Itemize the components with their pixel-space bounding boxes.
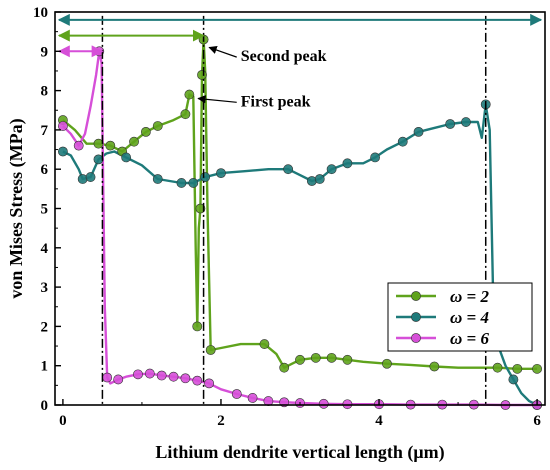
data-point xyxy=(152,174,163,184)
data-point xyxy=(192,321,203,332)
data-point xyxy=(152,121,163,131)
y-tick-label: 5 xyxy=(41,202,49,218)
y-tick-label: 1 xyxy=(41,359,49,375)
data-point xyxy=(168,371,179,382)
data-point xyxy=(512,363,523,374)
axes: 0 1 2 3 4 5 6 7 8 9 10 0 2 4 6 Lithium dendrite vertica… xyxy=(6,5,546,463)
data-point xyxy=(247,393,258,403)
data-point xyxy=(318,398,329,409)
data-point xyxy=(259,339,270,349)
x-axis-title: Lithium dendrite vertical length (μm) xyxy=(155,442,444,463)
y-tick-label: 10 xyxy=(33,5,48,21)
data-point xyxy=(176,178,187,188)
legend: ω = 2 ω = 4 ω = 6 xyxy=(387,282,533,352)
data-point xyxy=(188,178,199,188)
y-tick-label: 7 xyxy=(41,123,49,139)
data-point xyxy=(58,121,68,131)
data-point xyxy=(310,352,321,363)
data-point xyxy=(461,117,471,127)
data-point xyxy=(58,146,68,157)
data-point xyxy=(370,152,380,163)
y-tick-label: 2 xyxy=(41,319,49,335)
legend-label: ω = 6 xyxy=(450,329,489,348)
data-point xyxy=(295,354,305,365)
data-point xyxy=(121,152,132,163)
data-point xyxy=(200,172,211,182)
data-point xyxy=(192,375,203,386)
plot-area: Second peak First peak xyxy=(57,13,543,410)
data-point xyxy=(85,172,96,182)
y-tick-label: 3 xyxy=(41,280,49,296)
data-point xyxy=(397,136,408,147)
data-point xyxy=(144,368,155,379)
data-point xyxy=(140,126,151,137)
annotation-arrow xyxy=(208,45,237,58)
legend-label: ω = 4 xyxy=(450,308,489,327)
x-tick-label: 6 xyxy=(533,413,541,429)
data-point xyxy=(342,158,353,169)
data-point xyxy=(216,168,226,179)
data-point xyxy=(342,354,353,365)
data-point xyxy=(532,363,542,374)
data-point xyxy=(73,140,84,151)
series-line-1 xyxy=(62,38,538,370)
data-point xyxy=(180,109,191,120)
x-tick-label: 0 xyxy=(59,413,67,429)
data-point xyxy=(180,373,191,384)
annotation-label: Second peak xyxy=(241,48,327,65)
data-point xyxy=(382,358,392,369)
legend-marker xyxy=(411,312,421,322)
data-point xyxy=(129,136,139,147)
y-tick-label: 8 xyxy=(41,84,49,100)
x-tick-label: 4 xyxy=(375,413,383,429)
y-axis-title: von Mises Stress (MPa) xyxy=(6,118,27,298)
data-point xyxy=(492,362,503,373)
data-point xyxy=(195,203,206,214)
data-point xyxy=(326,164,337,175)
data-point xyxy=(231,389,242,399)
y-tick-label: 4 xyxy=(41,241,49,257)
data-point xyxy=(508,374,519,385)
data-point xyxy=(184,89,195,100)
legend-marker xyxy=(411,291,421,301)
data-point xyxy=(102,372,113,383)
data-point xyxy=(314,174,325,184)
annotation-label: First peak xyxy=(241,93,311,110)
data-point xyxy=(133,369,143,380)
y-tick-label: 9 xyxy=(41,44,49,60)
data-point xyxy=(445,119,456,129)
y-tick-label: 0 xyxy=(41,398,49,414)
data-point xyxy=(279,362,290,373)
data-point xyxy=(105,140,116,151)
data-point xyxy=(205,345,216,355)
legend-marker xyxy=(411,333,421,343)
data-point xyxy=(113,374,124,385)
data-point xyxy=(204,378,215,389)
x-tick-label: 2 xyxy=(217,413,225,429)
data-point xyxy=(197,69,207,80)
annotation-arrow xyxy=(197,95,237,104)
y-tick-label: 6 xyxy=(41,162,49,178)
data-point xyxy=(429,361,440,372)
data-point xyxy=(413,126,424,137)
data-point xyxy=(283,164,294,175)
legend-label: ω = 2 xyxy=(450,287,489,306)
data-point xyxy=(326,352,337,363)
data-point xyxy=(156,370,167,381)
